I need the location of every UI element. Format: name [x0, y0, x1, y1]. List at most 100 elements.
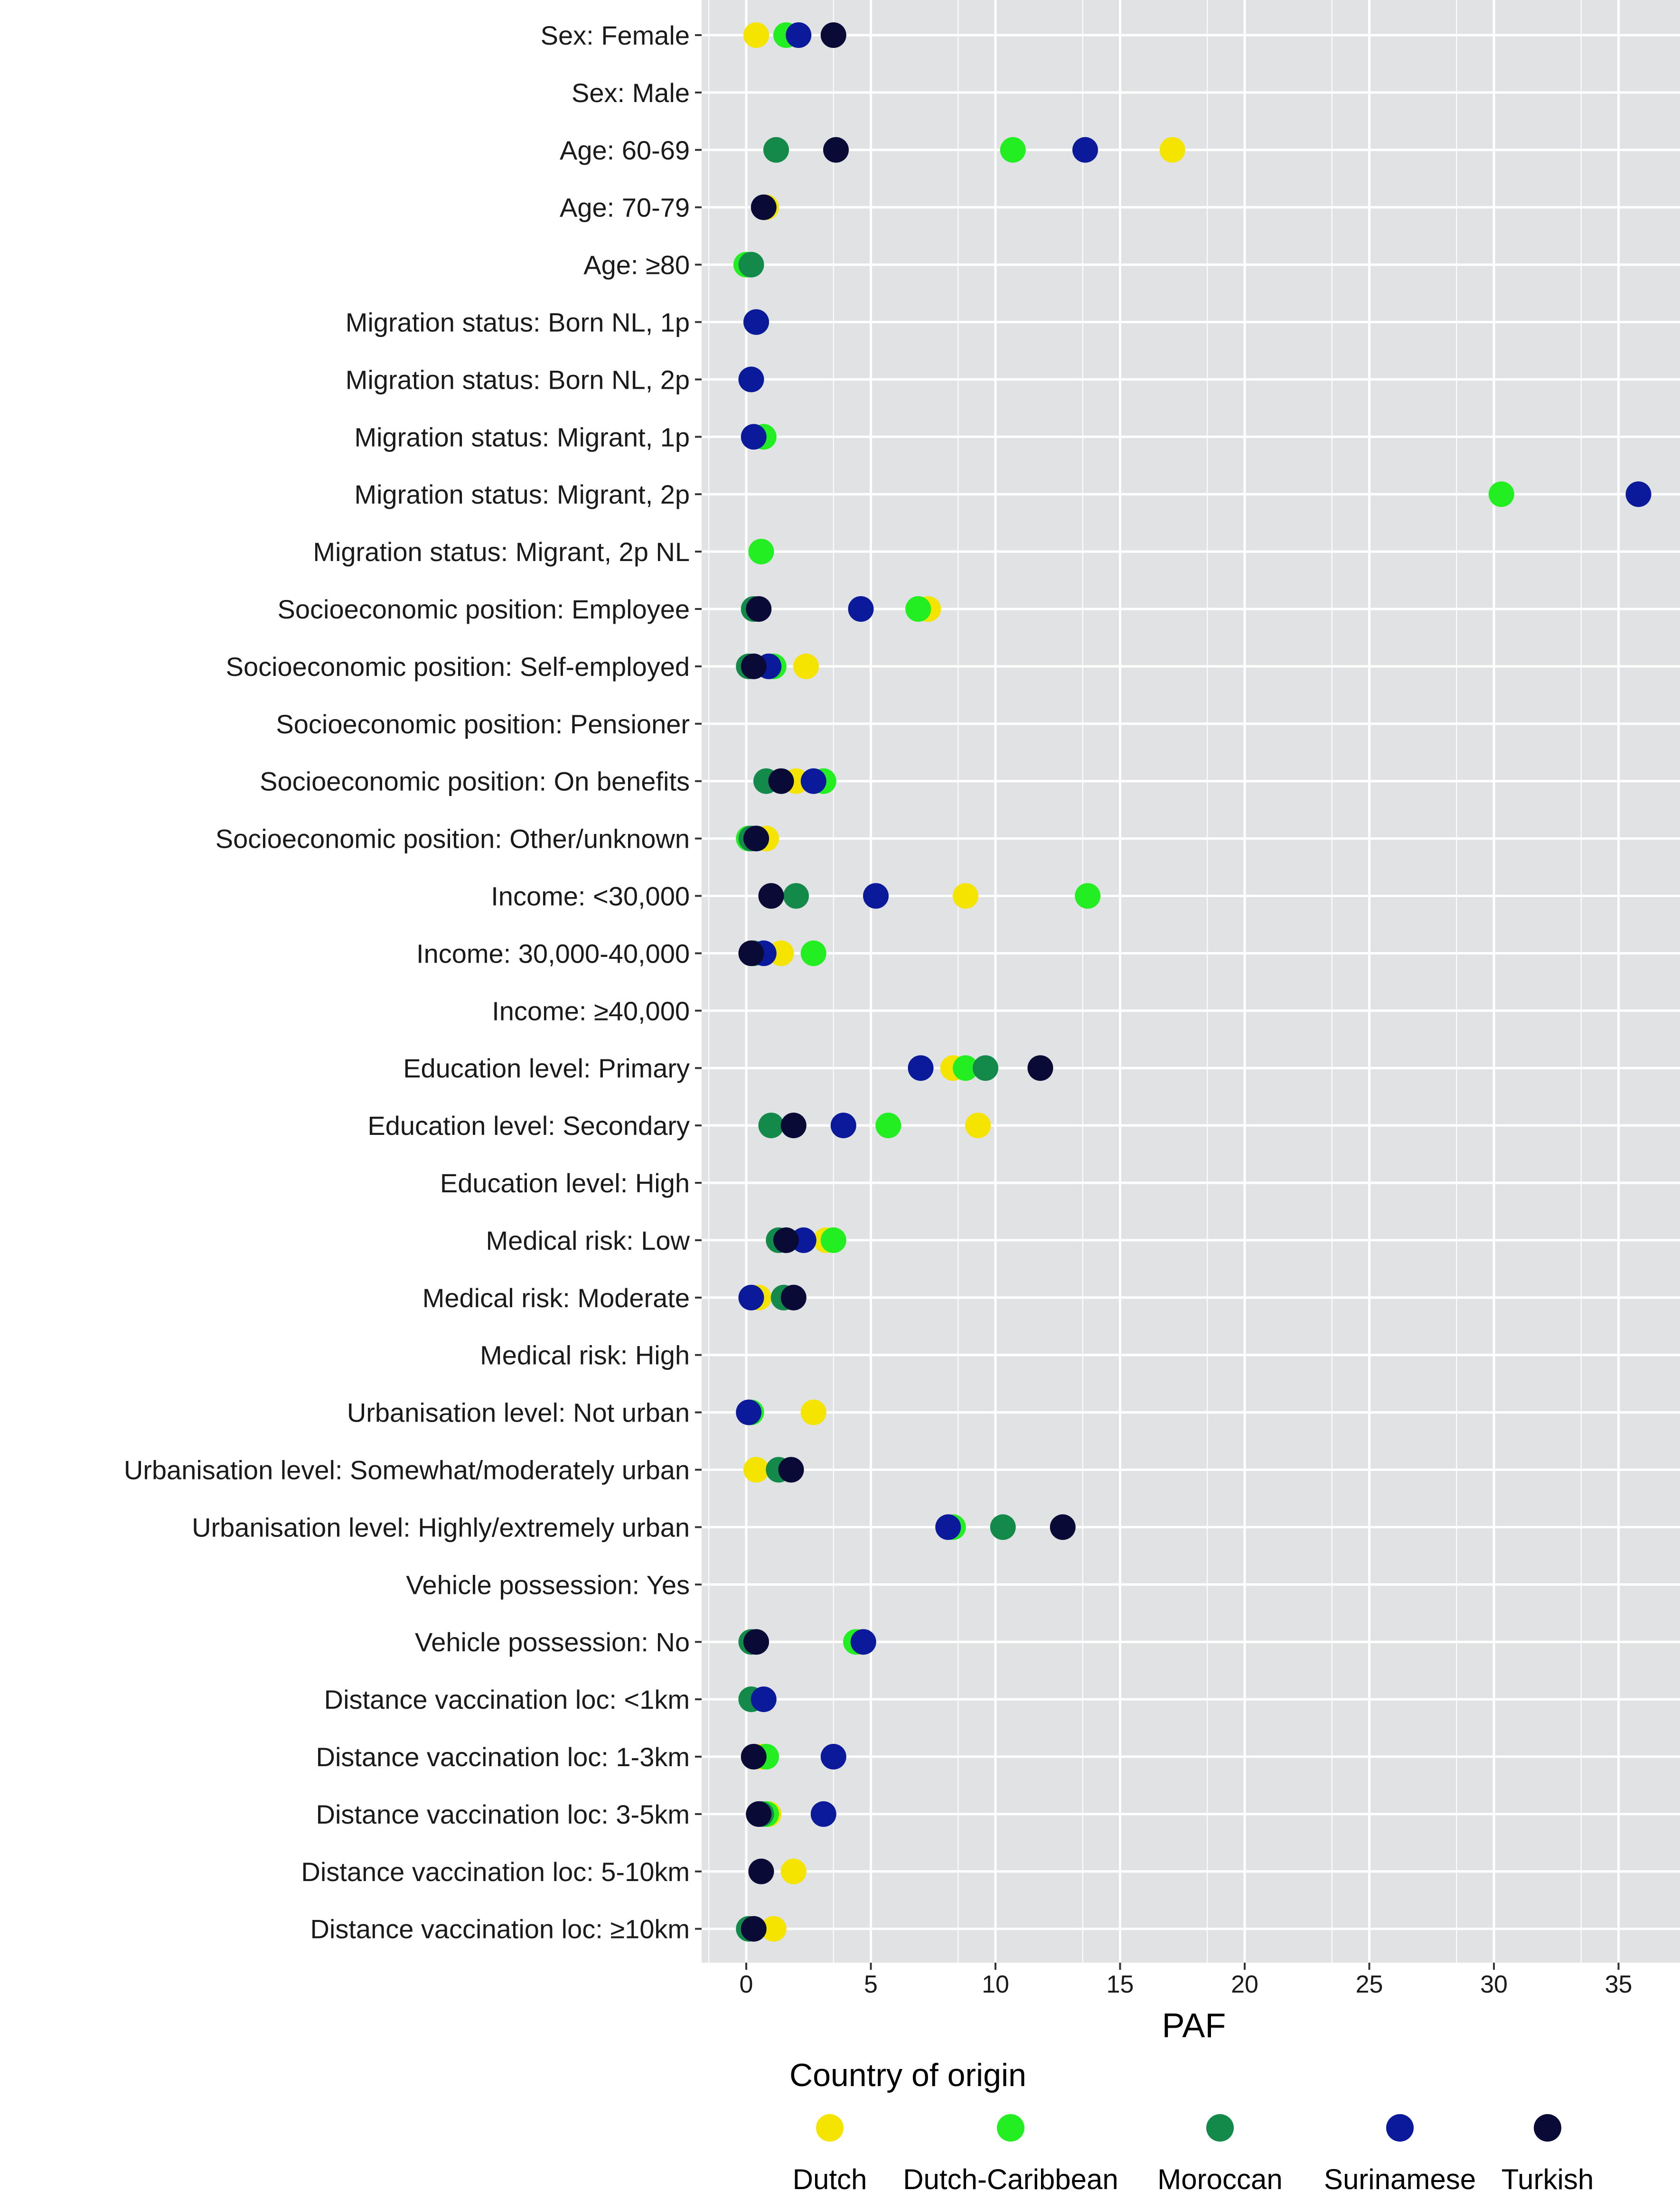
x-tick-label: 20: [1231, 1971, 1258, 1998]
category-label: Socioeconomic position: Self-employed: [226, 652, 690, 682]
point-dutch-caribbean: [1075, 883, 1101, 909]
legend-label: Surinamese: [1324, 2163, 1476, 2195]
category-label: Distance vaccination loc: ≥10km: [310, 1914, 690, 1944]
point-dutch-caribbean: [1000, 137, 1026, 163]
category-label: Socioeconomic position: Other/unknown: [216, 824, 690, 854]
category-labels: Sex: Female Sex: Male Age: 60-69 Age: 70-79…: [124, 20, 702, 1944]
point-turkish: [751, 194, 777, 220]
category-label: Migration status: Born NL, 2p: [346, 365, 690, 394]
point-moroccan: [758, 1113, 784, 1139]
category-label: Vehicle possession: Yes: [406, 1570, 690, 1600]
point-surinamese: [736, 1399, 762, 1425]
x-tick-label: 25: [1356, 1971, 1383, 1998]
legend-label: Dutch: [793, 2163, 867, 2195]
point-surinamese: [820, 1744, 846, 1769]
point-dutch-caribbean: [800, 940, 826, 966]
category-label: Sex: Male: [572, 78, 690, 108]
point-turkish: [1027, 1055, 1053, 1081]
category-label: Migration status: Migrant, 2p: [354, 479, 690, 509]
point-turkish: [823, 137, 849, 163]
point-surinamese: [1072, 137, 1098, 163]
category-label: Urbanisation level: Highly/extremely urb…: [192, 1512, 690, 1542]
category-label: Urbanisation level: Not urban: [347, 1398, 690, 1428]
legend-label: Dutch-Caribbean: [903, 2163, 1118, 2195]
point-moroccan: [783, 883, 809, 909]
category-label: Distance vaccination loc: <1km: [324, 1685, 690, 1714]
x-axis-ticks: 0 5 10 15 20 25 30 35: [740, 1963, 1632, 1998]
point-moroccan: [763, 137, 789, 163]
point-moroccan: [973, 1055, 998, 1081]
point-surinamese: [810, 1801, 836, 1827]
point-surinamese: [738, 1284, 764, 1311]
point-dutch-caribbean: [748, 539, 774, 565]
x-tick-label: 15: [1107, 1971, 1134, 1998]
panel-background: [702, 0, 1680, 1963]
category-label: Socioeconomic position: Employee: [278, 594, 690, 624]
x-tick-label: 10: [982, 1971, 1009, 1998]
point-turkish: [748, 1858, 774, 1884]
category-label: Migration status: Migrant, 2p NL: [313, 537, 690, 567]
x-tick-label: 0: [740, 1971, 753, 1998]
point-dutch: [793, 653, 819, 679]
legend-label: Moroccan: [1157, 2163, 1282, 2195]
point-turkish: [746, 1801, 772, 1827]
legend-key-dutch: [816, 2114, 844, 2142]
point-surinamese: [935, 1514, 961, 1540]
category-label: Distance vaccination loc: 5-10km: [301, 1857, 690, 1887]
point-dutch-caribbean: [820, 1227, 846, 1253]
category-label: Age: 60-69: [560, 135, 690, 165]
point-dutch: [800, 1399, 826, 1425]
point-turkish: [746, 596, 772, 622]
point-dutch-caribbean: [1488, 481, 1514, 507]
point-dutch-caribbean: [953, 1055, 978, 1081]
point-moroccan: [990, 1514, 1016, 1540]
point-surinamese: [743, 309, 769, 335]
point-dutch-caribbean: [905, 596, 931, 622]
category-label: Medical risk: High: [480, 1340, 690, 1370]
category-label: Socioeconomic position: Pensioner: [276, 709, 690, 739]
point-turkish: [773, 1227, 799, 1253]
category-label: Income: 30,000-40,000: [416, 938, 690, 968]
point-dutch: [743, 1457, 769, 1483]
point-turkish: [1050, 1514, 1076, 1540]
point-dutch: [780, 1858, 807, 1884]
point-turkish: [780, 1113, 807, 1139]
point-turkish: [738, 940, 764, 966]
category-label: Distance vaccination loc: 1-3km: [316, 1742, 690, 1772]
point-surinamese: [751, 1686, 777, 1713]
category-label: Urbanisation level: Somewhat/moderately …: [124, 1455, 690, 1485]
point-turkish: [743, 825, 769, 852]
legend-key-surinamese: [1386, 2114, 1414, 2142]
category-label: Income: <30,000: [491, 881, 690, 911]
point-dutch: [760, 1916, 787, 1942]
point-surinamese: [786, 22, 812, 48]
gridlines: [702, 0, 1680, 1963]
legend-key-dutch-caribbean: [997, 2114, 1024, 2142]
legend: Dutch Dutch-Caribbean Moroccan Surinamese Tu…: [793, 2114, 1594, 2195]
point-surinamese: [863, 883, 889, 909]
x-tick-label: 5: [864, 1971, 878, 1998]
point-turkish: [820, 22, 846, 48]
point-turkish: [778, 1457, 804, 1483]
category-label: Education level: Secondary: [367, 1111, 690, 1141]
point-moroccan: [738, 252, 764, 278]
category-label: Distance vaccination loc: 3-5km: [316, 1799, 690, 1829]
point-surinamese: [741, 424, 767, 450]
category-label: Medical risk: Moderate: [422, 1283, 690, 1313]
legend-key-turkish: [1534, 2114, 1561, 2142]
legend-key-moroccan: [1206, 2114, 1234, 2142]
legend-title: Country of origin: [789, 2057, 1026, 2093]
point-dutch: [743, 22, 769, 48]
category-label: Age: ≥80: [583, 250, 690, 280]
point-surinamese: [908, 1055, 934, 1081]
point-surinamese: [830, 1113, 856, 1139]
point-turkish: [780, 1284, 807, 1311]
point-turkish: [768, 768, 794, 794]
point-turkish: [743, 1629, 769, 1655]
x-axis-title: PAF: [1162, 2007, 1226, 2045]
category-label: Age: 70-79: [560, 193, 690, 223]
category-label: Socioeconomic position: On benefits: [260, 767, 690, 796]
point-dutch: [965, 1113, 991, 1139]
point-turkish: [741, 653, 767, 679]
category-label: Education level: High: [440, 1168, 690, 1198]
